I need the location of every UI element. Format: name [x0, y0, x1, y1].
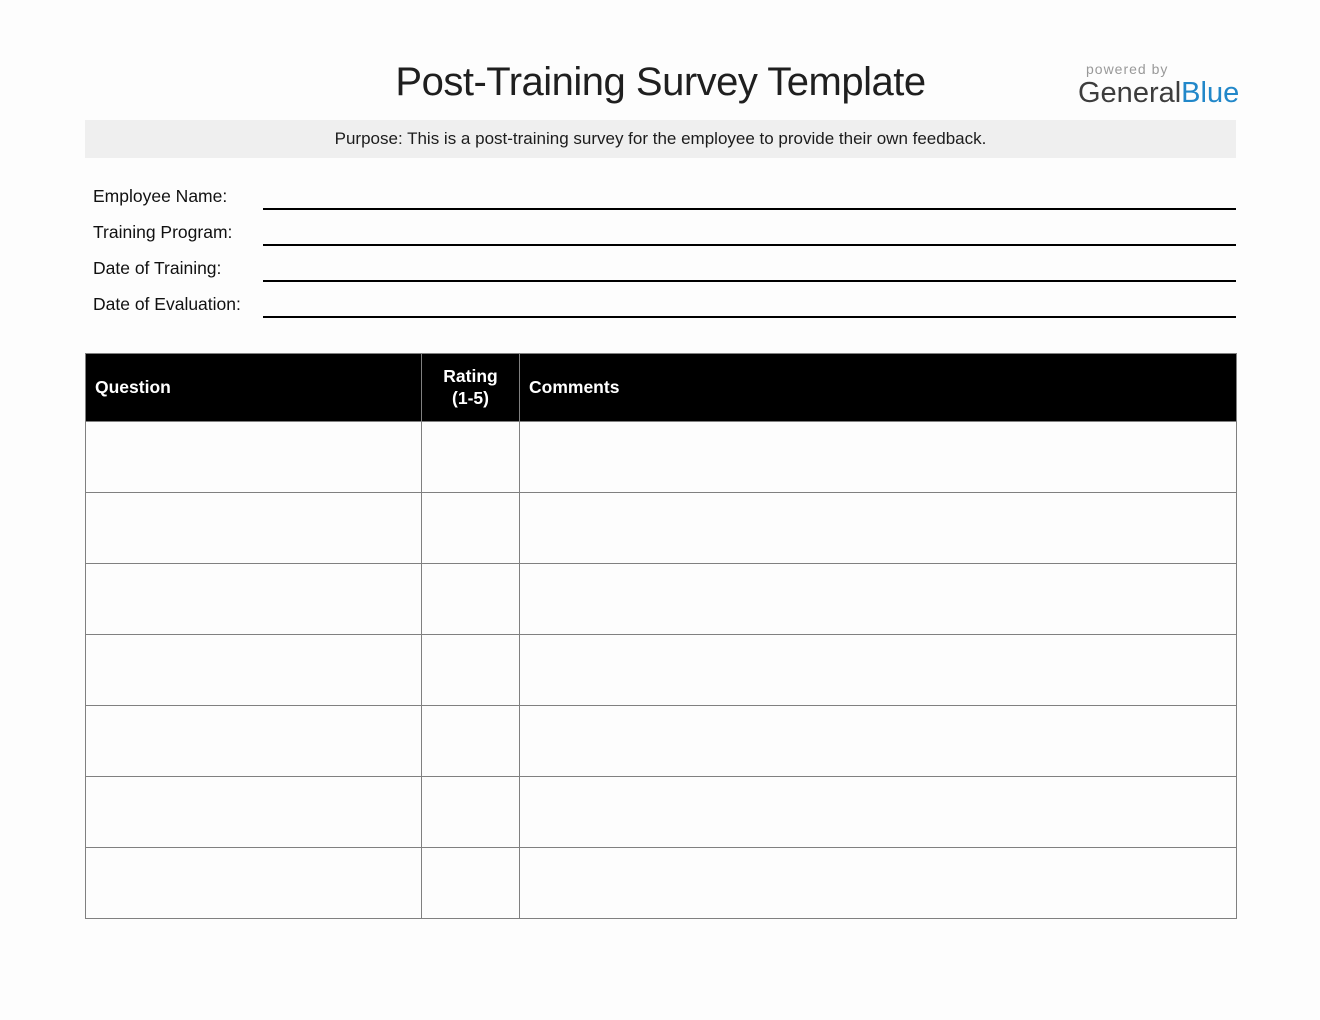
table-row	[85, 634, 1237, 706]
comments-cell[interactable]	[519, 421, 1237, 493]
table-row	[85, 847, 1237, 919]
question-cell[interactable]	[85, 492, 422, 564]
rating-cell[interactable]	[421, 492, 520, 564]
comments-cell[interactable]	[519, 847, 1237, 919]
header-row: Question Rating (1-5) Comments	[85, 353, 1237, 422]
comments-cell[interactable]	[519, 563, 1237, 635]
date-of-evaluation-label: Date of Evaluation:	[93, 294, 241, 314]
date-of-training-input-line[interactable]	[263, 280, 1236, 282]
powered-by-label: powered by	[1086, 61, 1169, 77]
question-cell[interactable]	[85, 705, 422, 777]
rating-column-header: Rating (1-5)	[421, 353, 520, 422]
question-cell[interactable]	[85, 563, 422, 635]
purpose-banner: Purpose: This is a post-training survey …	[85, 120, 1236, 158]
table-row	[85, 705, 1237, 777]
brand-general-text: General	[1078, 77, 1182, 109]
question-cell[interactable]	[85, 634, 422, 706]
brand-wordmark: GeneralBlue	[1078, 77, 1240, 109]
comments-cell[interactable]	[519, 776, 1237, 848]
comments-column-header: Comments	[519, 353, 1237, 422]
question-cell[interactable]	[85, 847, 422, 919]
table-row	[85, 563, 1237, 635]
question-column-header: Question	[85, 353, 422, 422]
date-of-training-label: Date of Training:	[93, 258, 222, 278]
question-cell[interactable]	[85, 776, 422, 848]
rating-cell[interactable]	[421, 847, 520, 919]
table-row	[85, 492, 1237, 564]
training-program-label: Training Program:	[93, 222, 233, 242]
question-cell[interactable]	[85, 421, 422, 493]
comments-cell[interactable]	[519, 705, 1237, 777]
training-program-input-line[interactable]	[263, 244, 1236, 246]
table-row	[85, 776, 1237, 848]
employee-name-label: Employee Name:	[93, 186, 228, 206]
rating-cell[interactable]	[421, 705, 520, 777]
survey-table-body	[85, 421, 1237, 919]
comments-cell[interactable]	[519, 492, 1237, 564]
employee-name-input-line[interactable]	[263, 208, 1236, 210]
date-of-evaluation-input-line[interactable]	[263, 316, 1236, 318]
survey-table-header: Question Rating (1-5) Comments	[85, 353, 1237, 422]
rating-cell[interactable]	[421, 563, 520, 635]
generalblue-logo: powered by GeneralBlue	[1078, 61, 1240, 109]
comments-cell[interactable]	[519, 634, 1237, 706]
survey-table: Question Rating (1-5) Comments	[85, 353, 1237, 919]
page-title: Post-Training Survey Template	[395, 60, 926, 104]
brand-blue-text: Blue	[1181, 77, 1240, 109]
rating-cell[interactable]	[421, 776, 520, 848]
rating-cell[interactable]	[421, 421, 520, 493]
table-row	[85, 421, 1237, 493]
rating-cell[interactable]	[421, 634, 520, 706]
